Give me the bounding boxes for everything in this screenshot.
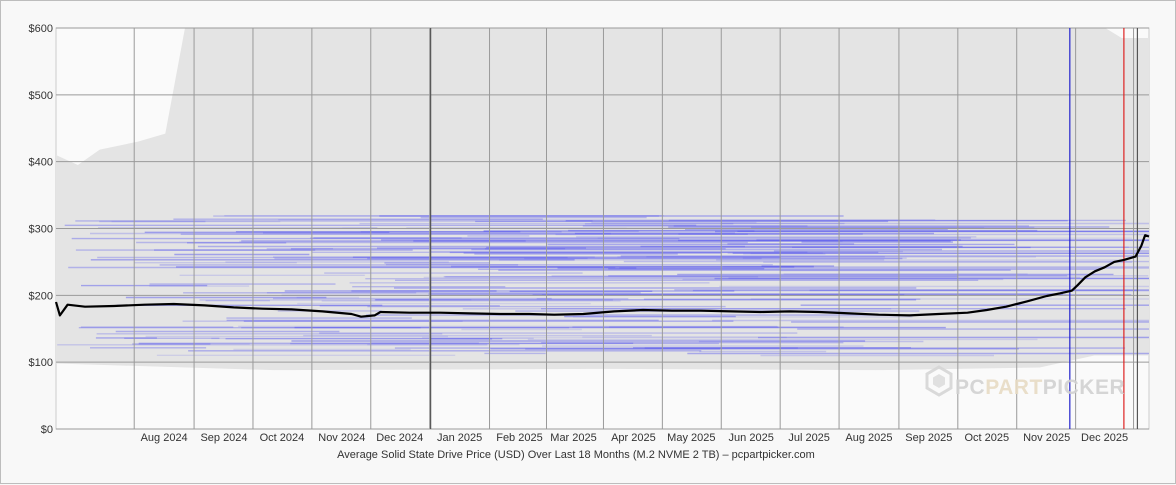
x-tick-label: Jun 2025 bbox=[729, 432, 774, 444]
x-tick-label: Aug 2025 bbox=[845, 432, 892, 444]
individual-price-lines bbox=[57, 214, 1149, 357]
x-tick-label: Mar 2025 bbox=[550, 432, 596, 444]
y-tick-label: $200 bbox=[29, 290, 53, 302]
price-distribution-band bbox=[56, 28, 1149, 371]
vertical-markers bbox=[430, 28, 1139, 429]
y-tick-label: $500 bbox=[29, 90, 53, 102]
price-range-area bbox=[56, 28, 1149, 371]
x-axis-labels: Aug 2024 Sep 2024 Oct 2024 Nov 2024 Dec 2024… bbox=[141, 432, 1129, 444]
average-price-line bbox=[54, 234, 1150, 318]
x-tick-label: Aug 2024 bbox=[141, 432, 188, 444]
x-tick-label: Oct 2025 bbox=[964, 432, 1009, 444]
x-tick-label: Sep 2025 bbox=[905, 432, 952, 444]
x-tick-label: May 2025 bbox=[667, 432, 715, 444]
watermark-text: PCPARTPICKER bbox=[955, 376, 1125, 399]
x-tick-label: Dec 2024 bbox=[376, 432, 423, 444]
grid-lines bbox=[56, 27, 1149, 430]
x-tick-label: Dec 2025 bbox=[1081, 432, 1128, 444]
y-axis-labels: $0 $100 $200 $300 $400 $500 $600 bbox=[29, 23, 53, 436]
pcpartpicker-watermark: PCPARTPICKER bbox=[925, 365, 1125, 399]
x-tick-label: Sep 2024 bbox=[200, 432, 247, 444]
pcpartpicker-logo-icon bbox=[925, 365, 953, 397]
x-tick-label: Feb 2025 bbox=[496, 432, 542, 444]
y-tick-label: $600 bbox=[29, 23, 53, 35]
series-line bbox=[54, 234, 1150, 318]
x-tick-label: Apr 2025 bbox=[611, 432, 656, 444]
y-tick-label: $100 bbox=[29, 357, 53, 369]
x-tick-label: Nov 2025 bbox=[1023, 432, 1070, 444]
x-tick-label: Jul 2025 bbox=[788, 432, 830, 444]
x-tick-label: Oct 2024 bbox=[260, 432, 305, 444]
y-tick-label: $400 bbox=[29, 157, 53, 169]
x-tick-label: Jan 2025 bbox=[437, 432, 482, 444]
chart-caption: Average Solid State Drive Price (USD) Ov… bbox=[337, 449, 815, 461]
y-tick-label: $300 bbox=[29, 224, 53, 236]
y-tick-label: $0 bbox=[41, 424, 53, 436]
x-tick-label: Nov 2024 bbox=[318, 432, 365, 444]
